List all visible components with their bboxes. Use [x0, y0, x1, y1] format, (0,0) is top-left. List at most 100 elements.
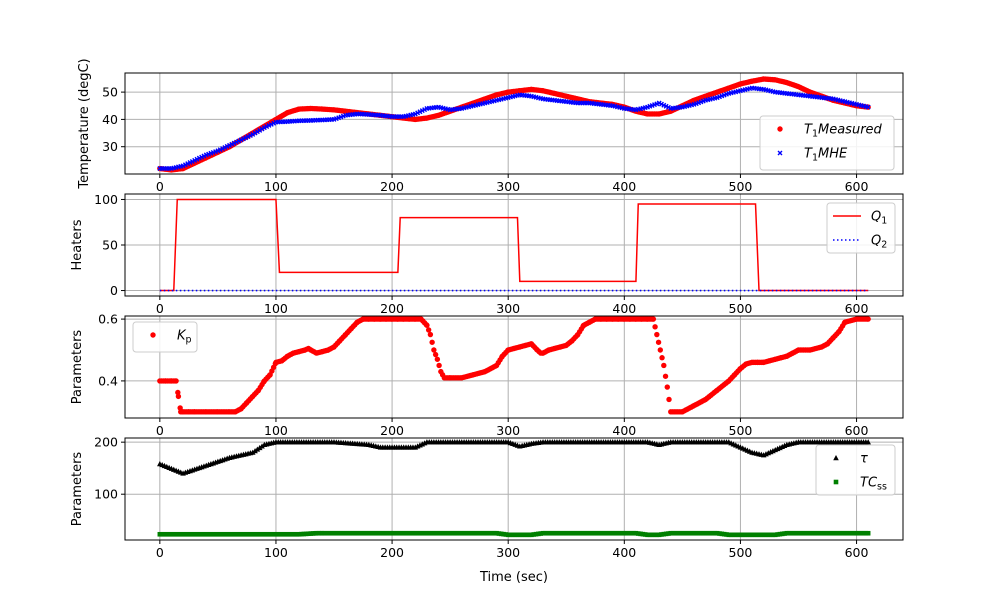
data-point	[478, 530, 483, 536]
x-tick-label: 400	[612, 301, 636, 316]
data-point	[464, 530, 469, 536]
data-point	[201, 531, 207, 537]
data-point	[424, 530, 430, 536]
y-tick-label: 100	[94, 192, 118, 207]
data-point	[238, 531, 244, 537]
data-point	[162, 531, 167, 537]
legend-item: Q1	[833, 210, 887, 227]
data-point	[545, 530, 550, 536]
y-tick-label: 50	[102, 85, 118, 100]
data-point	[805, 530, 811, 536]
data-point	[770, 532, 776, 538]
data-point	[766, 532, 771, 538]
legend: T1Measured T1MHE	[759, 115, 895, 171]
data-point	[396, 530, 402, 536]
legend-item: T1MHE	[777, 147, 848, 164]
data-point	[487, 530, 492, 536]
data-point	[447, 530, 453, 536]
data-point	[689, 530, 694, 536]
data-point	[670, 530, 676, 536]
axes-frame	[124, 437, 904, 541]
data-point	[354, 530, 360, 536]
data-point	[425, 327, 432, 333]
data-point	[327, 530, 332, 536]
data-point	[399, 530, 404, 536]
legend-label: T1Measured	[804, 123, 883, 140]
data-point	[259, 443, 265, 449]
x-tick-label: 200	[380, 545, 404, 560]
data-point	[617, 530, 622, 536]
data-point	[489, 530, 495, 536]
data-point	[314, 530, 319, 536]
data-point	[529, 532, 534, 538]
data-point	[417, 530, 423, 536]
data-point	[745, 532, 750, 538]
data-point	[364, 530, 369, 536]
data-point	[287, 531, 293, 537]
data-point	[480, 530, 485, 536]
data-point	[849, 530, 855, 536]
data-point	[705, 530, 711, 536]
legend: Kp	[132, 321, 198, 353]
legend-label-rest: Measured	[818, 123, 883, 138]
data-point	[661, 531, 667, 537]
data-point	[264, 531, 269, 537]
data-point	[424, 322, 430, 328]
data-point	[786, 530, 792, 536]
data-point	[173, 378, 179, 384]
x-tick-label: 100	[264, 179, 288, 194]
data-point	[655, 339, 662, 345]
data-point	[854, 530, 859, 536]
x-tick-label: 500	[729, 545, 753, 560]
data-point	[227, 531, 232, 537]
data-point	[733, 532, 739, 538]
data-point	[389, 530, 395, 536]
data-point	[831, 530, 836, 536]
data-point	[343, 530, 348, 536]
panel-3: 0 100 200 300 400 500 600 0.4 0.6 Parameters Kp	[70, 312, 904, 438]
data-point	[320, 530, 325, 536]
data-point	[434, 356, 441, 362]
legend-label: Kp	[177, 329, 192, 346]
y-tick-label: 0	[110, 283, 118, 298]
data-point	[714, 530, 720, 536]
data-point	[234, 531, 239, 537]
series-q1	[159, 198, 869, 292]
panel-1: 0 100 200 300 400 500 600 30 40 50 Temperature (de…	[77, 58, 904, 194]
data-point	[169, 531, 174, 537]
legend-label-subscript: 1	[812, 129, 818, 140]
data-point	[180, 531, 186, 537]
legend-label: Q2	[871, 234, 887, 251]
data-point	[719, 531, 725, 537]
data-point	[331, 530, 337, 536]
data-point	[865, 530, 871, 536]
data-point	[254, 446, 261, 452]
data-point	[422, 530, 427, 536]
x-tick-label: 200	[380, 179, 404, 194]
data-point	[429, 339, 435, 345]
legend-label-subscript: 2	[881, 240, 887, 251]
data-point	[473, 530, 478, 536]
data-point	[696, 530, 701, 536]
data-point	[652, 532, 657, 538]
data-point	[505, 532, 511, 538]
data-point	[784, 530, 790, 536]
panel-4: 0 100 200 300 400 500 600 100 200 Parameters τ TCss	[70, 435, 904, 560]
data-point	[519, 532, 525, 538]
axes-frame	[124, 72, 904, 175]
data-point	[406, 530, 411, 536]
data-point	[308, 531, 314, 536]
legend-label-main: TC	[860, 476, 878, 491]
data-point	[164, 531, 170, 537]
data-point	[856, 530, 862, 536]
plot-area	[157, 316, 871, 415]
data-point	[197, 531, 202, 537]
data-point	[466, 530, 472, 536]
data-point	[863, 530, 869, 536]
data-point	[677, 530, 683, 536]
data-point	[210, 531, 216, 537]
x-tick-label: 0	[156, 301, 164, 316]
data-point	[633, 530, 639, 536]
data-point	[680, 530, 685, 536]
